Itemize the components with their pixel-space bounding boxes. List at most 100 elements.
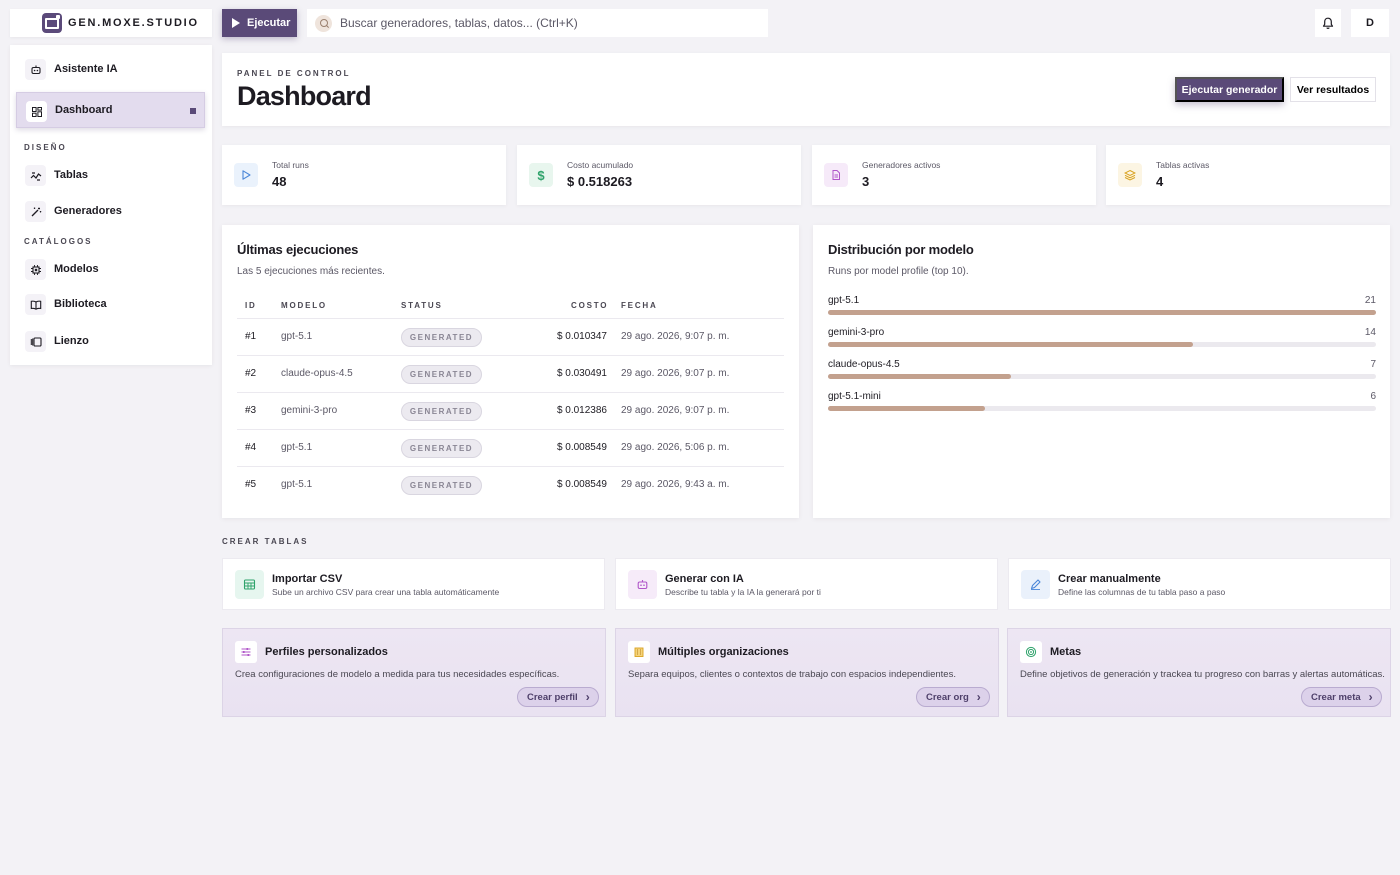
run-button[interactable]: Ejecutar [222, 9, 297, 37]
search-input[interactable]: Buscar generadores, tablas, datos... (Ct… [307, 9, 768, 37]
target-icon [1020, 641, 1042, 663]
sidebar-item-modelos[interactable]: Modelos [16, 251, 205, 287]
bar-fill [828, 374, 1011, 379]
bar-fill [828, 406, 985, 411]
play-icon [232, 18, 240, 28]
bar-fill [828, 342, 1194, 347]
model-count: 7 [1370, 359, 1376, 370]
chip-icon [25, 259, 46, 280]
run-model: gemini-3-pro [281, 405, 338, 416]
table-row[interactable]: #3 gemini-3-pro GENERATED $ 0.012386 29 … [237, 392, 784, 429]
user-avatar[interactable]: D [1351, 9, 1389, 37]
run-cost: $ 0.012386 [556, 405, 607, 416]
run-date: 29 ago. 2026, 9:07 p. m. [621, 368, 730, 379]
sliders-icon [235, 641, 257, 663]
recent-runs-panel: Últimas ejecuciones Las 5 ejecuciones má… [222, 225, 799, 518]
status-badge: GENERATED [401, 476, 482, 495]
run-id: #5 [245, 479, 257, 490]
card-title: Crear manualmente [1058, 573, 1161, 585]
stat-label: Generadores activos [862, 160, 941, 170]
card-description: Describe tu tabla y la IA la generará po… [665, 587, 821, 597]
status-badge: GENERATED [401, 402, 482, 421]
sidebar-item-asistente-ia[interactable]: Asistente IA [16, 51, 205, 87]
sidebar-item-biblioteca[interactable]: Biblioteca [16, 286, 205, 322]
create-goal-button[interactable]: Crear meta [1301, 687, 1382, 707]
run-model: claude-opus-4.5 [281, 368, 353, 379]
sidebar: Asistente IA Dashboard DISEÑO Tablas Gen… [10, 45, 212, 365]
column-header-id: ID [245, 301, 257, 310]
brand[interactable]: GEN.MOXE.STUDIO [10, 9, 212, 37]
run-id: #3 [245, 405, 257, 416]
robot-icon [628, 570, 657, 599]
bar-track [828, 342, 1376, 347]
run-generator-button[interactable]: Ejecutar generador [1175, 77, 1284, 102]
sidebar-item-generadores[interactable]: Generadores [16, 193, 205, 229]
run-id: #2 [245, 368, 257, 379]
stat-card-cost: $ Costo acumulado $ 0.518263 [517, 145, 801, 205]
dollar-icon: $ [529, 163, 553, 187]
column-header-date: FECHA [621, 301, 658, 310]
run-model: gpt-5.1 [281, 442, 313, 453]
bar-track [828, 406, 1376, 411]
run-date: 29 ago. 2026, 9:43 a. m. [621, 479, 730, 490]
promo-card-organizations: Múltiples organizaciones Separa equipos,… [615, 628, 999, 717]
sidebar-item-label: Dashboard [55, 104, 113, 116]
create-profile-button[interactable]: Crear perfil [517, 687, 599, 707]
import-csv-card[interactable]: Importar CSV Sube un archivo CSV para cr… [222, 558, 605, 610]
robot-icon [25, 59, 46, 80]
model-count: 21 [1364, 295, 1376, 306]
sidebar-item-dashboard[interactable]: Dashboard [16, 92, 205, 128]
promo-card-custom-profiles: Perfiles personalizados Crea configuraci… [222, 628, 606, 717]
brand-name: GEN.MOXE.STUDIO [68, 17, 199, 29]
create-manually-card[interactable]: Crear manualmente Define las columnas de… [1008, 558, 1391, 610]
run-date: 29 ago. 2026, 5:06 p. m. [621, 442, 730, 453]
view-results-button[interactable]: Ver resultados [1290, 77, 1376, 102]
page-eyebrow: PANEL DE CONTROL [237, 69, 351, 78]
promo-title: Metas [1050, 646, 1082, 658]
table-row[interactable]: #1 gpt-5.1 GENERATED $ 0.010347 29 ago. … [237, 318, 784, 355]
card-title: Importar CSV [272, 573, 343, 585]
bell-icon [1322, 17, 1334, 29]
table-row[interactable]: #5 gpt-5.1 GENERATED $ 0.008549 29 ago. … [237, 466, 784, 503]
panel-subtitle: Runs por model profile (top 10). [828, 266, 969, 277]
canvas-icon [25, 331, 46, 352]
sidebar-item-label: Tablas [54, 169, 89, 181]
promo-description: Define objetivos de generación y trackea… [1020, 669, 1385, 680]
column-header-model: MODELO [281, 301, 327, 310]
section-label-design: DISEÑO [24, 143, 67, 152]
run-cost: $ 0.008549 [556, 479, 607, 490]
bar-track [828, 374, 1376, 379]
pen-icon [1021, 570, 1050, 599]
play-icon [234, 163, 258, 187]
create-org-button[interactable]: Crear org [916, 687, 990, 707]
wave-icon [25, 165, 46, 186]
sidebar-item-lienzo[interactable]: Lienzo [16, 323, 205, 359]
search-placeholder: Buscar generadores, tablas, datos... (Ct… [340, 16, 578, 30]
status-badge: GENERATED [401, 328, 482, 347]
sidebar-item-label: Biblioteca [54, 298, 107, 310]
card-description: Define las columnas de tu tabla paso a p… [1058, 587, 1226, 597]
stat-value: 48 [272, 174, 287, 189]
promo-title: Múltiples organizaciones [658, 646, 789, 658]
notifications-button[interactable] [1315, 9, 1341, 37]
section-label-create-tables: CREAR TABLAS [222, 537, 309, 546]
bar-fill [828, 310, 1376, 315]
panel-title: Últimas ejecuciones [237, 242, 359, 257]
stat-value: $ 0.518263 [567, 174, 633, 189]
run-date: 29 ago. 2026, 9:07 p. m. [621, 405, 730, 416]
run-cost: $ 0.008549 [556, 442, 607, 453]
grid-icon [26, 101, 47, 122]
generate-with-ai-card[interactable]: Generar con IA Describe tu tabla y la IA… [615, 558, 998, 610]
bar-track [828, 310, 1376, 315]
table-row[interactable]: #2 claude-opus-4.5 GENERATED $ 0.030491 … [237, 355, 784, 392]
wand-icon [25, 201, 46, 222]
run-model: gpt-5.1 [281, 479, 313, 490]
card-title: Generar con IA [665, 573, 744, 585]
table-row[interactable]: #4 gpt-5.1 GENERATED $ 0.008549 29 ago. … [237, 429, 784, 466]
model-name: gpt-5.1 [828, 295, 860, 306]
book-icon [25, 294, 46, 315]
stat-card-active-tables: Tablas activas 4 [1106, 145, 1390, 205]
sidebar-item-tablas[interactable]: Tablas [16, 157, 205, 193]
stat-label: Costo acumulado [567, 160, 634, 170]
stat-value: 3 [862, 174, 870, 189]
